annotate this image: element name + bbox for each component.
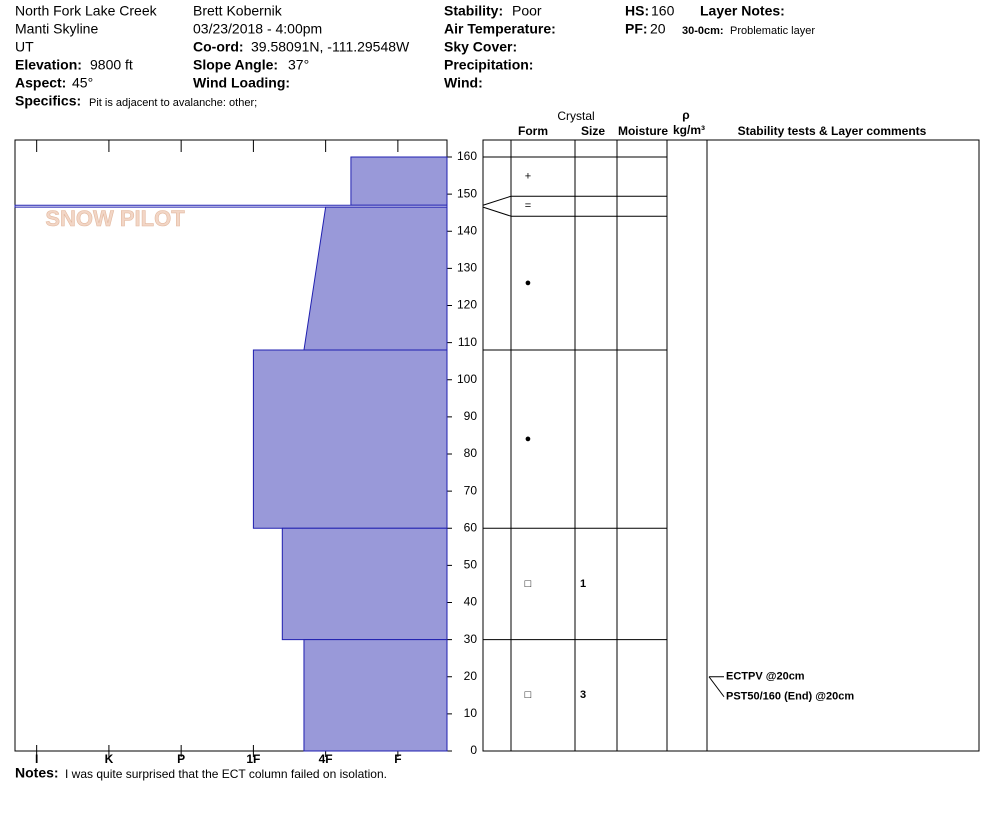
field-value: 45°	[72, 75, 93, 91]
crystal-form: □	[525, 689, 532, 701]
stability-test: ECTPV @20cm	[726, 671, 805, 683]
y-tick-label: 0	[470, 743, 477, 757]
crystal-form: =	[525, 200, 531, 212]
layer-connector	[482, 206, 512, 217]
field-label: HS:	[625, 3, 649, 19]
field-label: Wind:	[444, 75, 483, 91]
notes-label: Notes:	[15, 765, 59, 781]
hardness-layer	[252, 349, 448, 529]
field-value: Pit is adjacent to avalanche: other;	[89, 97, 257, 109]
y-tick-label: 120	[457, 298, 477, 312]
field-label: Layer Notes:	[700, 3, 785, 19]
field-label: Air Temperature:	[444, 21, 556, 37]
field-label: Specifics:	[15, 93, 81, 109]
layer-note: Problematic layer	[730, 25, 815, 37]
y-tick-label: 90	[464, 409, 478, 423]
watermark: SNOW PILOT	[45, 206, 185, 231]
y-tick-label: 10	[464, 706, 478, 720]
field-value: 160	[651, 3, 675, 19]
y-tick-label: 140	[457, 223, 477, 237]
crystal-form: +	[525, 171, 531, 183]
y-tick-label: 20	[464, 669, 478, 683]
field-value: 9800 ft	[90, 57, 133, 73]
crystal-form: ●	[525, 433, 532, 445]
column-header: Crystal	[557, 109, 594, 123]
layer-connector	[482, 195, 512, 206]
table-frame	[482, 139, 980, 752]
field-label: Wind Loading:	[193, 75, 290, 91]
column-header: Moisture	[618, 124, 668, 138]
field-value: 39.58091N, -111.29548W	[251, 39, 410, 55]
range: Manti Skyline	[15, 21, 98, 37]
column-header: Size	[581, 124, 605, 138]
field-label: Stability:	[444, 3, 503, 19]
y-tick-label: 70	[464, 483, 478, 497]
field-label: Precipitation:	[444, 57, 533, 73]
notes: I was quite surprised that the ECT colum…	[65, 767, 387, 781]
hardness-layer	[281, 527, 448, 641]
field-value: 20	[650, 21, 666, 37]
x-tick-label: P	[177, 752, 185, 766]
field-label: Sky Cover:	[444, 39, 517, 55]
field-label: PF:	[625, 21, 648, 37]
x-tick-label: F	[394, 752, 401, 766]
y-tick-label: 40	[464, 595, 478, 609]
column-header: kg/m³	[673, 123, 705, 137]
column-header: Stability tests & Layer comments	[738, 124, 927, 138]
test-arrow	[708, 676, 725, 698]
crystal-form: □	[525, 578, 532, 590]
y-tick-label: 50	[464, 558, 478, 572]
observer: Brett Kobernik	[193, 3, 283, 19]
x-tick-label: 4F	[319, 752, 333, 766]
field-label: Aspect:	[15, 75, 66, 91]
crystal-form: ●	[525, 277, 532, 289]
y-tick-label: 100	[457, 372, 477, 386]
field-label: Co-ord:	[193, 39, 244, 55]
y-tick-label: 130	[457, 261, 477, 275]
y-tick-label: 60	[464, 520, 478, 534]
state: UT	[15, 39, 34, 55]
y-tick-label: 80	[464, 446, 478, 460]
crystal-size: 3	[580, 689, 586, 701]
hardness-layer	[350, 156, 448, 206]
column-header: ρ	[682, 108, 689, 122]
x-tick-label: I	[35, 752, 38, 766]
field-label: Elevation:	[15, 57, 82, 73]
x-tick-label: K	[105, 752, 114, 766]
datetime: 03/23/2018 - 4:00pm	[193, 21, 322, 37]
column-lines	[510, 140, 708, 751]
field-value: 37°	[288, 57, 309, 73]
hardness-layer	[303, 206, 448, 351]
y-tick-label: 30	[464, 632, 478, 646]
field-value: Poor	[512, 3, 542, 19]
y-tick-label: 160	[457, 149, 477, 163]
field-label: Slope Angle:	[193, 57, 278, 73]
y-tick-label: 110	[458, 335, 477, 349]
column-header: Form	[518, 124, 548, 138]
stability-test: PST50/160 (End) @20cm	[726, 691, 854, 703]
location: North Fork Lake Creek	[15, 3, 158, 19]
y-tick-label: 150	[457, 186, 477, 200]
hardness-layer	[303, 639, 448, 752]
layer-note-range: 30-0cm:	[682, 25, 724, 37]
x-tick-label: 1F	[246, 752, 260, 766]
crystal-size: 1	[580, 578, 586, 590]
